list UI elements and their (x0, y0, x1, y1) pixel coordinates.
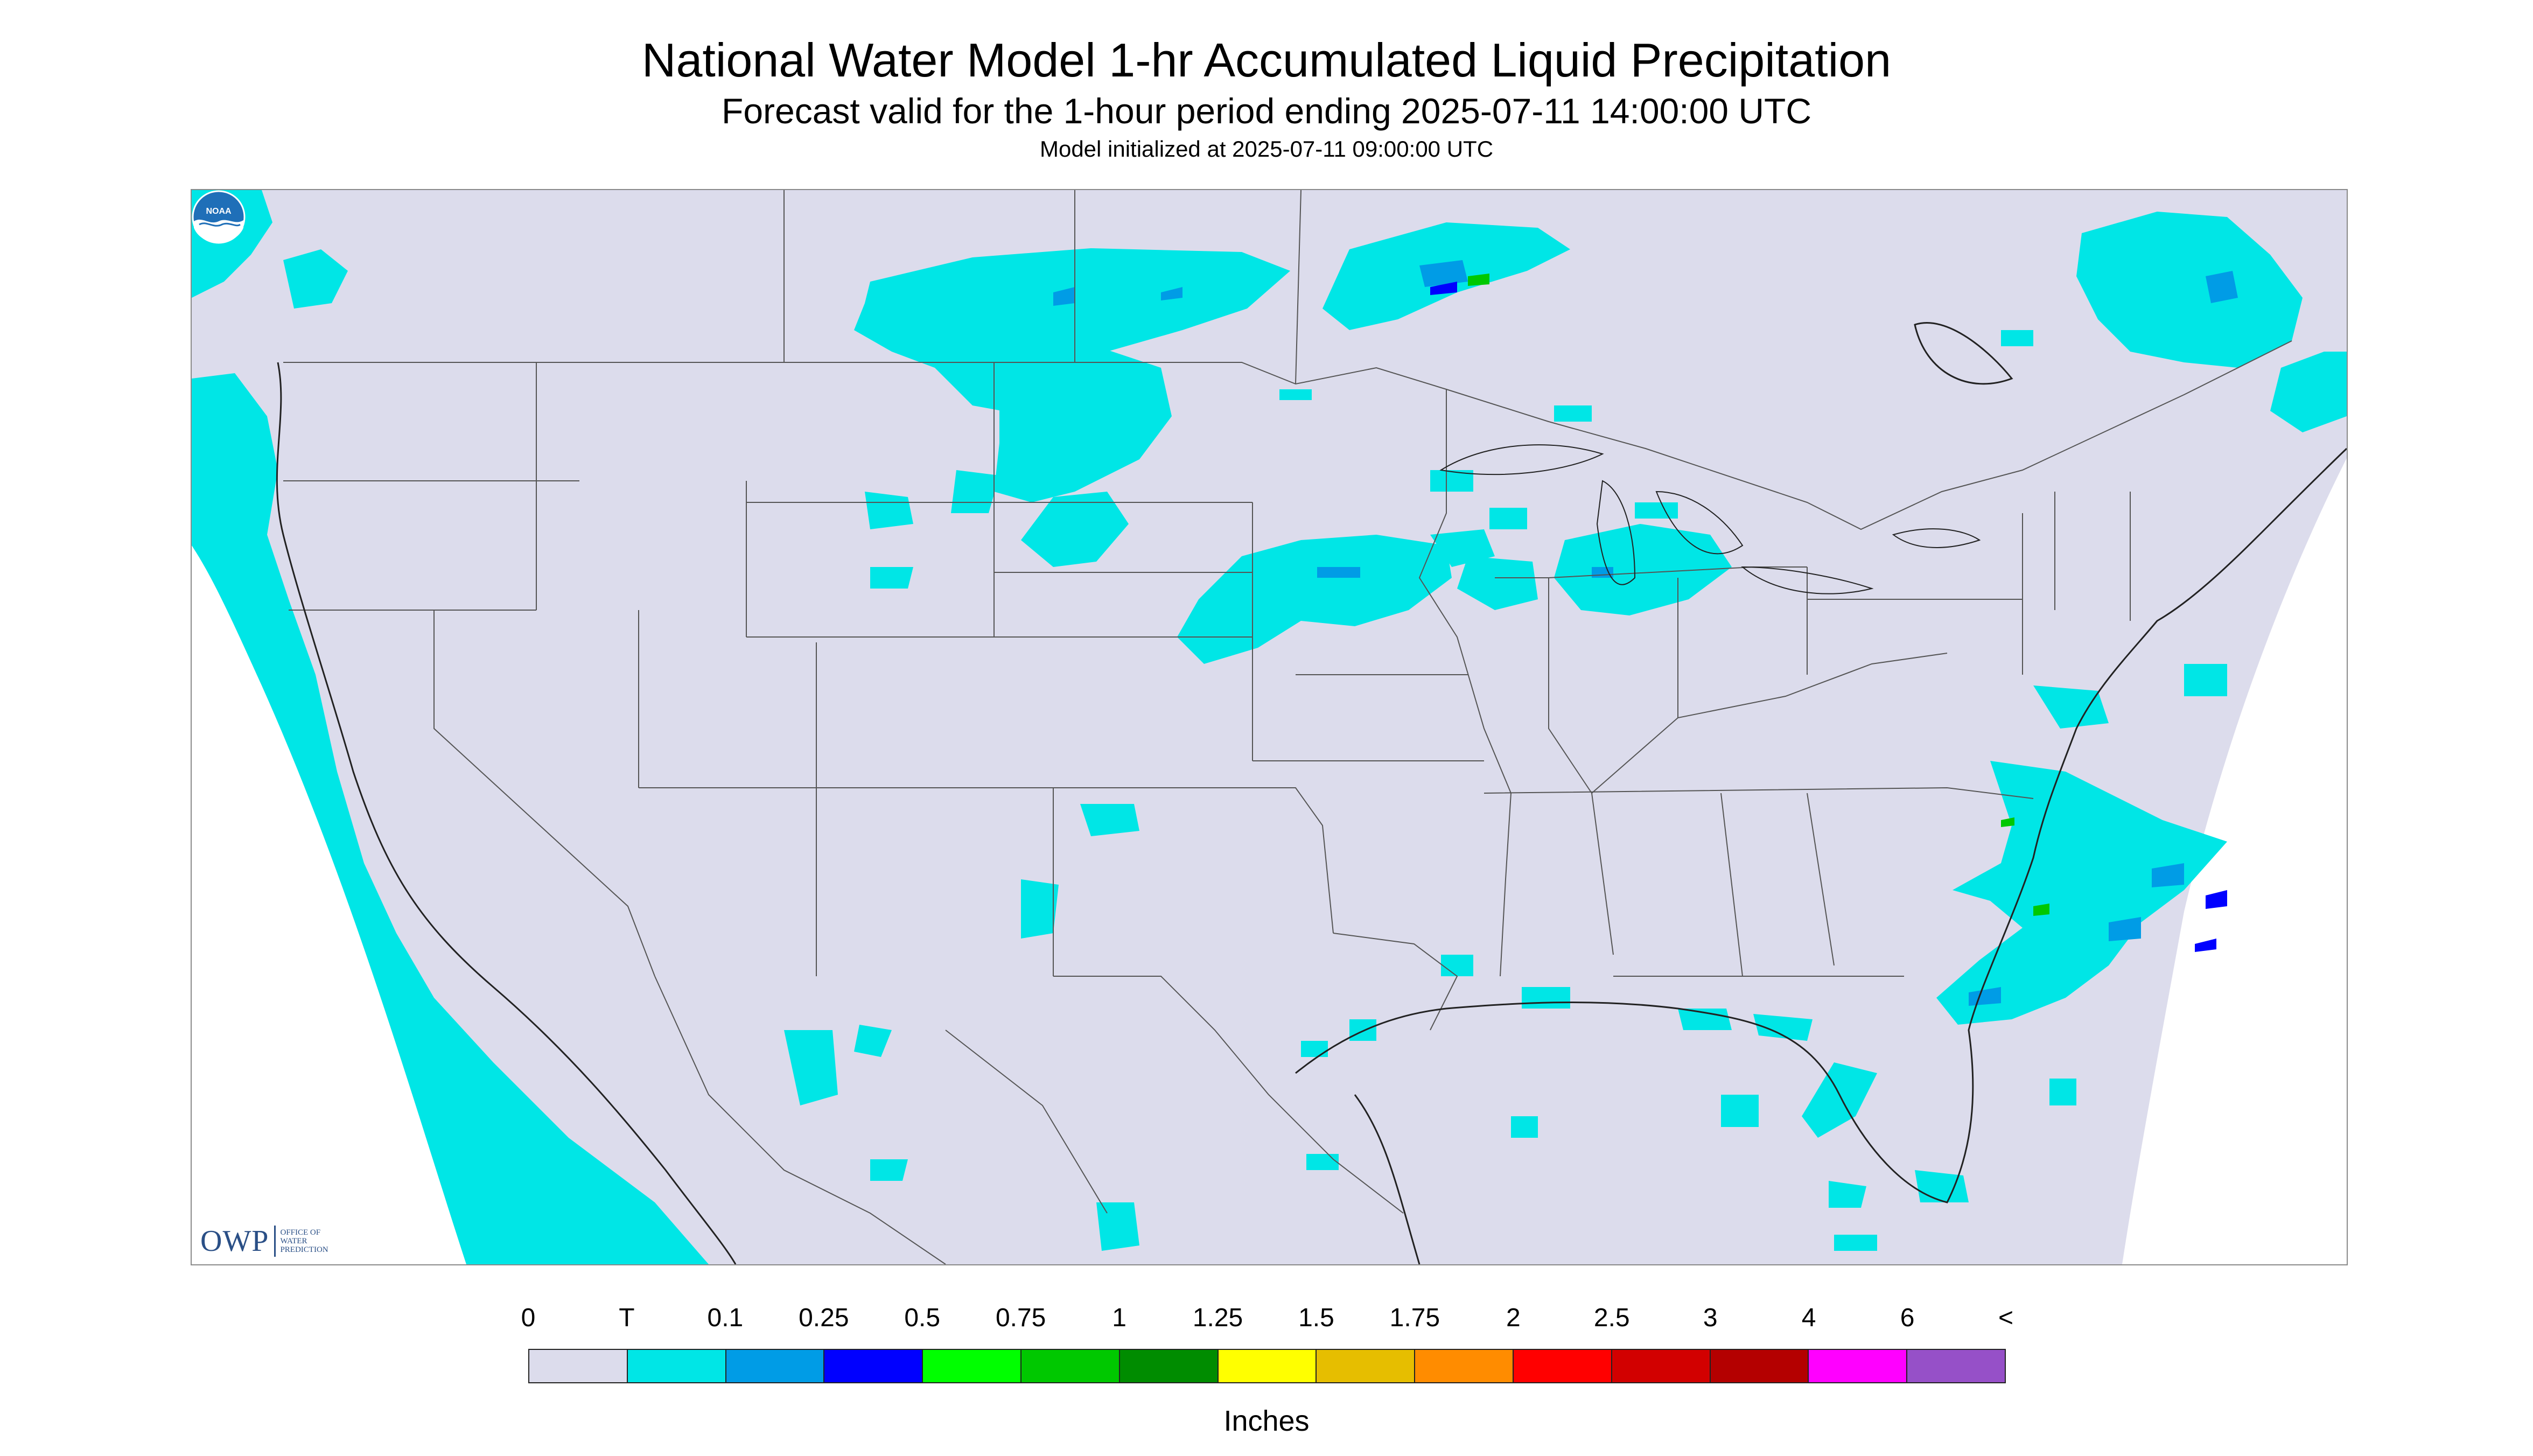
legend-tick-label: < (1998, 1304, 2014, 1332)
legend-labels: 0 T 0.1 0.25 0.5 0.75 1 1.25 1.5 1.75 2 2.5 3 4 6 < (0, 1303, 2533, 1335)
legend-swatch (1218, 1350, 1317, 1382)
legend-tick-label: 1 (1112, 1304, 1126, 1332)
model-init-line: Model initialized at 2025-07-11 09:00:00… (1039, 136, 1494, 162)
forecast-valid-subtitle: Forecast valid for the 1-hour period end… (722, 91, 1811, 131)
precip-light-blue-areas (1053, 260, 2238, 1006)
map-title: National Water Model 1-hr Accumulated Li… (641, 33, 1892, 87)
legend-swatch (1513, 1350, 1612, 1382)
legend-swatch (1612, 1350, 1711, 1382)
model-domain (192, 190, 2347, 1264)
legend-tick-label: 2.5 (1593, 1304, 1630, 1332)
coastlines (276, 322, 2347, 1264)
map-canvas (192, 190, 2347, 1264)
legend-colorbar (528, 1349, 2006, 1383)
legend-swatch (1809, 1350, 1908, 1382)
legend-swatch (1317, 1350, 1416, 1382)
precip-trace-areas (192, 190, 2347, 1264)
legend-tick-label: 1.5 (1298, 1304, 1334, 1332)
legend-swatch (923, 1350, 1021, 1382)
legend-tick-label: 0.1 (707, 1304, 744, 1332)
legend-swatch (726, 1350, 825, 1382)
legend-swatch (627, 1350, 726, 1382)
legend-tick-label: 1.75 (1389, 1304, 1440, 1332)
noaa-text: NOAA (206, 207, 232, 216)
legend-swatch (1415, 1350, 1514, 1382)
owp-office-text: OFFICE OF WATER PREDICTION (280, 1228, 328, 1254)
noaa-emblem-icon: NOAA (192, 190, 246, 244)
legend-swatch (824, 1350, 923, 1382)
legend-tick-label: 0.25 (799, 1304, 849, 1332)
legend-swatch (529, 1350, 628, 1382)
great-lakes (1439, 444, 1981, 594)
legend-tick-label: 0.5 (904, 1304, 941, 1332)
legend-tick-label: 3 (1703, 1304, 1718, 1332)
legend-tick-label: 0 (521, 1304, 536, 1332)
legend-tick-label: T (619, 1304, 635, 1332)
precip-green-areas (1468, 274, 2049, 916)
legend-tick-label: 2 (1506, 1304, 1521, 1332)
legend-unit: Inches (1223, 1405, 1310, 1437)
owp-mark: OWP (200, 1226, 276, 1257)
legend-swatch (1021, 1350, 1120, 1382)
legend-tick-label: 1.25 (1192, 1304, 1243, 1332)
legend-tick-label: 0.75 (995, 1304, 1046, 1332)
legend-swatch (1710, 1350, 1809, 1382)
owp-logo: OWP OFFICE OF WATER PREDICTION (200, 1225, 328, 1257)
legend-tick-label: 6 (1900, 1304, 1915, 1332)
legend-swatch (1119, 1350, 1219, 1382)
precip-blue-areas (1430, 282, 2227, 952)
legend-swatch (1907, 1350, 2005, 1382)
legend-tick-label: 4 (1801, 1304, 1816, 1332)
pacific-coast-precip (192, 373, 709, 1264)
precipitation-map[interactable]: OWP OFFICE OF WATER PREDICTION NOAA (191, 189, 2348, 1265)
